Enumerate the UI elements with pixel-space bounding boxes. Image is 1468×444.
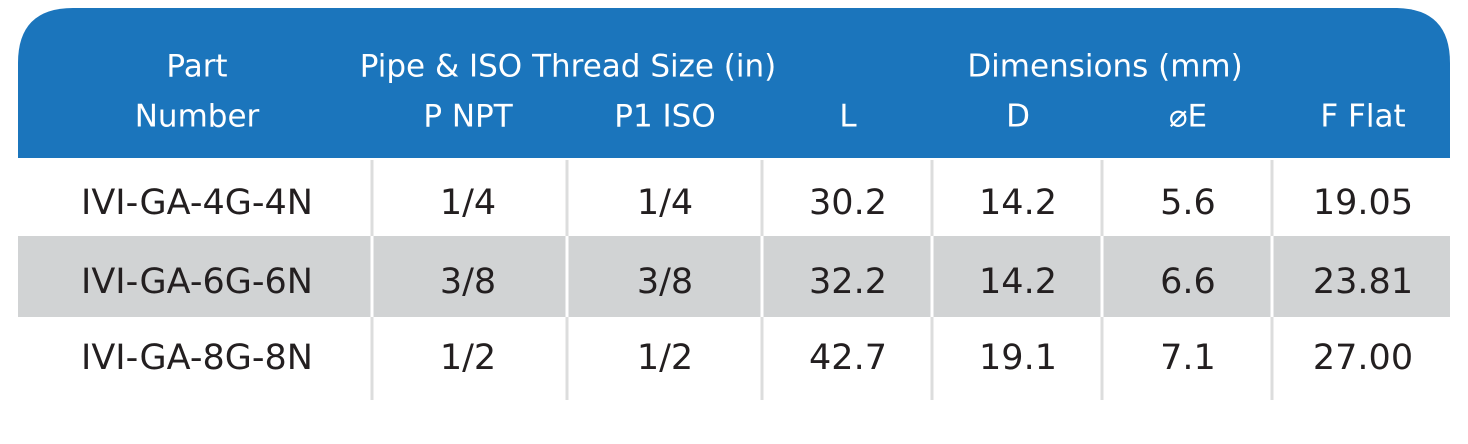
- cell: 1/2: [440, 338, 496, 378]
- cell: IVI-GA-8G-8N: [81, 338, 313, 378]
- cell: 7.1: [1160, 338, 1216, 378]
- cell: 27.00: [1313, 338, 1413, 378]
- cell: 30.2: [809, 183, 887, 223]
- cell: 23.81: [1313, 262, 1413, 302]
- cell: 1/2: [637, 338, 693, 378]
- cell: 6.6: [1160, 262, 1216, 302]
- cell: 19.1: [979, 338, 1057, 378]
- cell: 32.2: [809, 262, 887, 302]
- cell: 5.6: [1160, 183, 1216, 223]
- cell: 19.05: [1313, 183, 1413, 223]
- column-header: P1 ISO: [614, 99, 716, 135]
- column-header: L: [839, 99, 857, 135]
- group-header: Dimensions (mm): [967, 49, 1242, 85]
- cell: 42.7: [809, 338, 887, 378]
- header-band: [18, 8, 1450, 158]
- column-header: Number: [135, 99, 260, 135]
- cell: 1/4: [637, 183, 693, 223]
- cell: 3/8: [440, 262, 496, 302]
- column-header: D: [1006, 99, 1030, 135]
- group-header: Part: [166, 49, 227, 85]
- cell: 14.2: [979, 262, 1057, 302]
- group-header: Pipe & ISO Thread Size (in): [360, 49, 777, 85]
- column-header: P NPT: [423, 99, 513, 135]
- cell: 14.2: [979, 183, 1057, 223]
- column-header: ⌀E: [1169, 99, 1207, 135]
- cell: 3/8: [637, 262, 693, 302]
- cell: IVI-GA-6G-6N: [81, 262, 313, 302]
- column-header: F Flat: [1320, 99, 1405, 135]
- cell: IVI-GA-4G-4N: [81, 183, 313, 223]
- cell: 1/4: [440, 183, 496, 223]
- shaded-row: [18, 236, 1450, 317]
